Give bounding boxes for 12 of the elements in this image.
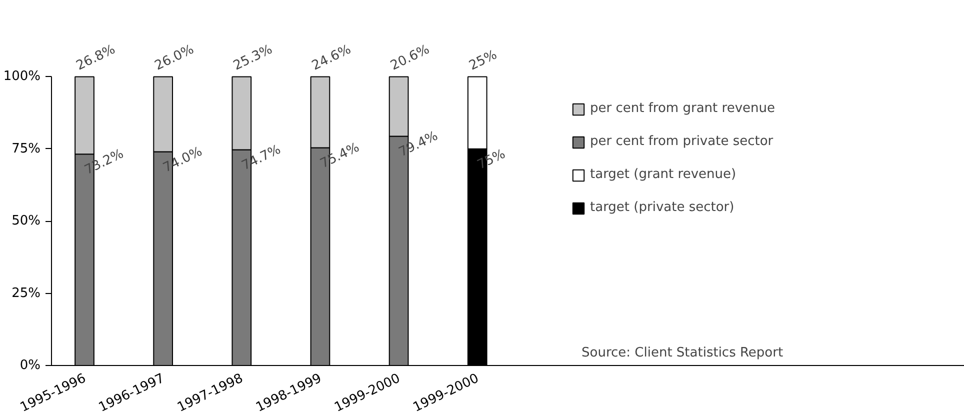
source-note: Source: Client Statistics Report: [582, 346, 784, 360]
legend-label: target (private sector): [590, 200, 734, 215]
data-label: 75%: [475, 146, 508, 173]
legend-label: target (grant revenue): [590, 167, 736, 182]
y-tick-label: 75%: [12, 141, 41, 156]
legend-label: per cent from grant revenue: [590, 101, 775, 116]
y-tick-label: 100%: [3, 69, 41, 84]
legend-label: per cent from private sector: [590, 134, 774, 149]
y-tick-label: 50%: [12, 214, 41, 229]
y-tick-label: 0%: [20, 358, 40, 373]
y-tick-label: 25%: [12, 286, 41, 301]
data-label: 25%: [466, 48, 500, 74]
